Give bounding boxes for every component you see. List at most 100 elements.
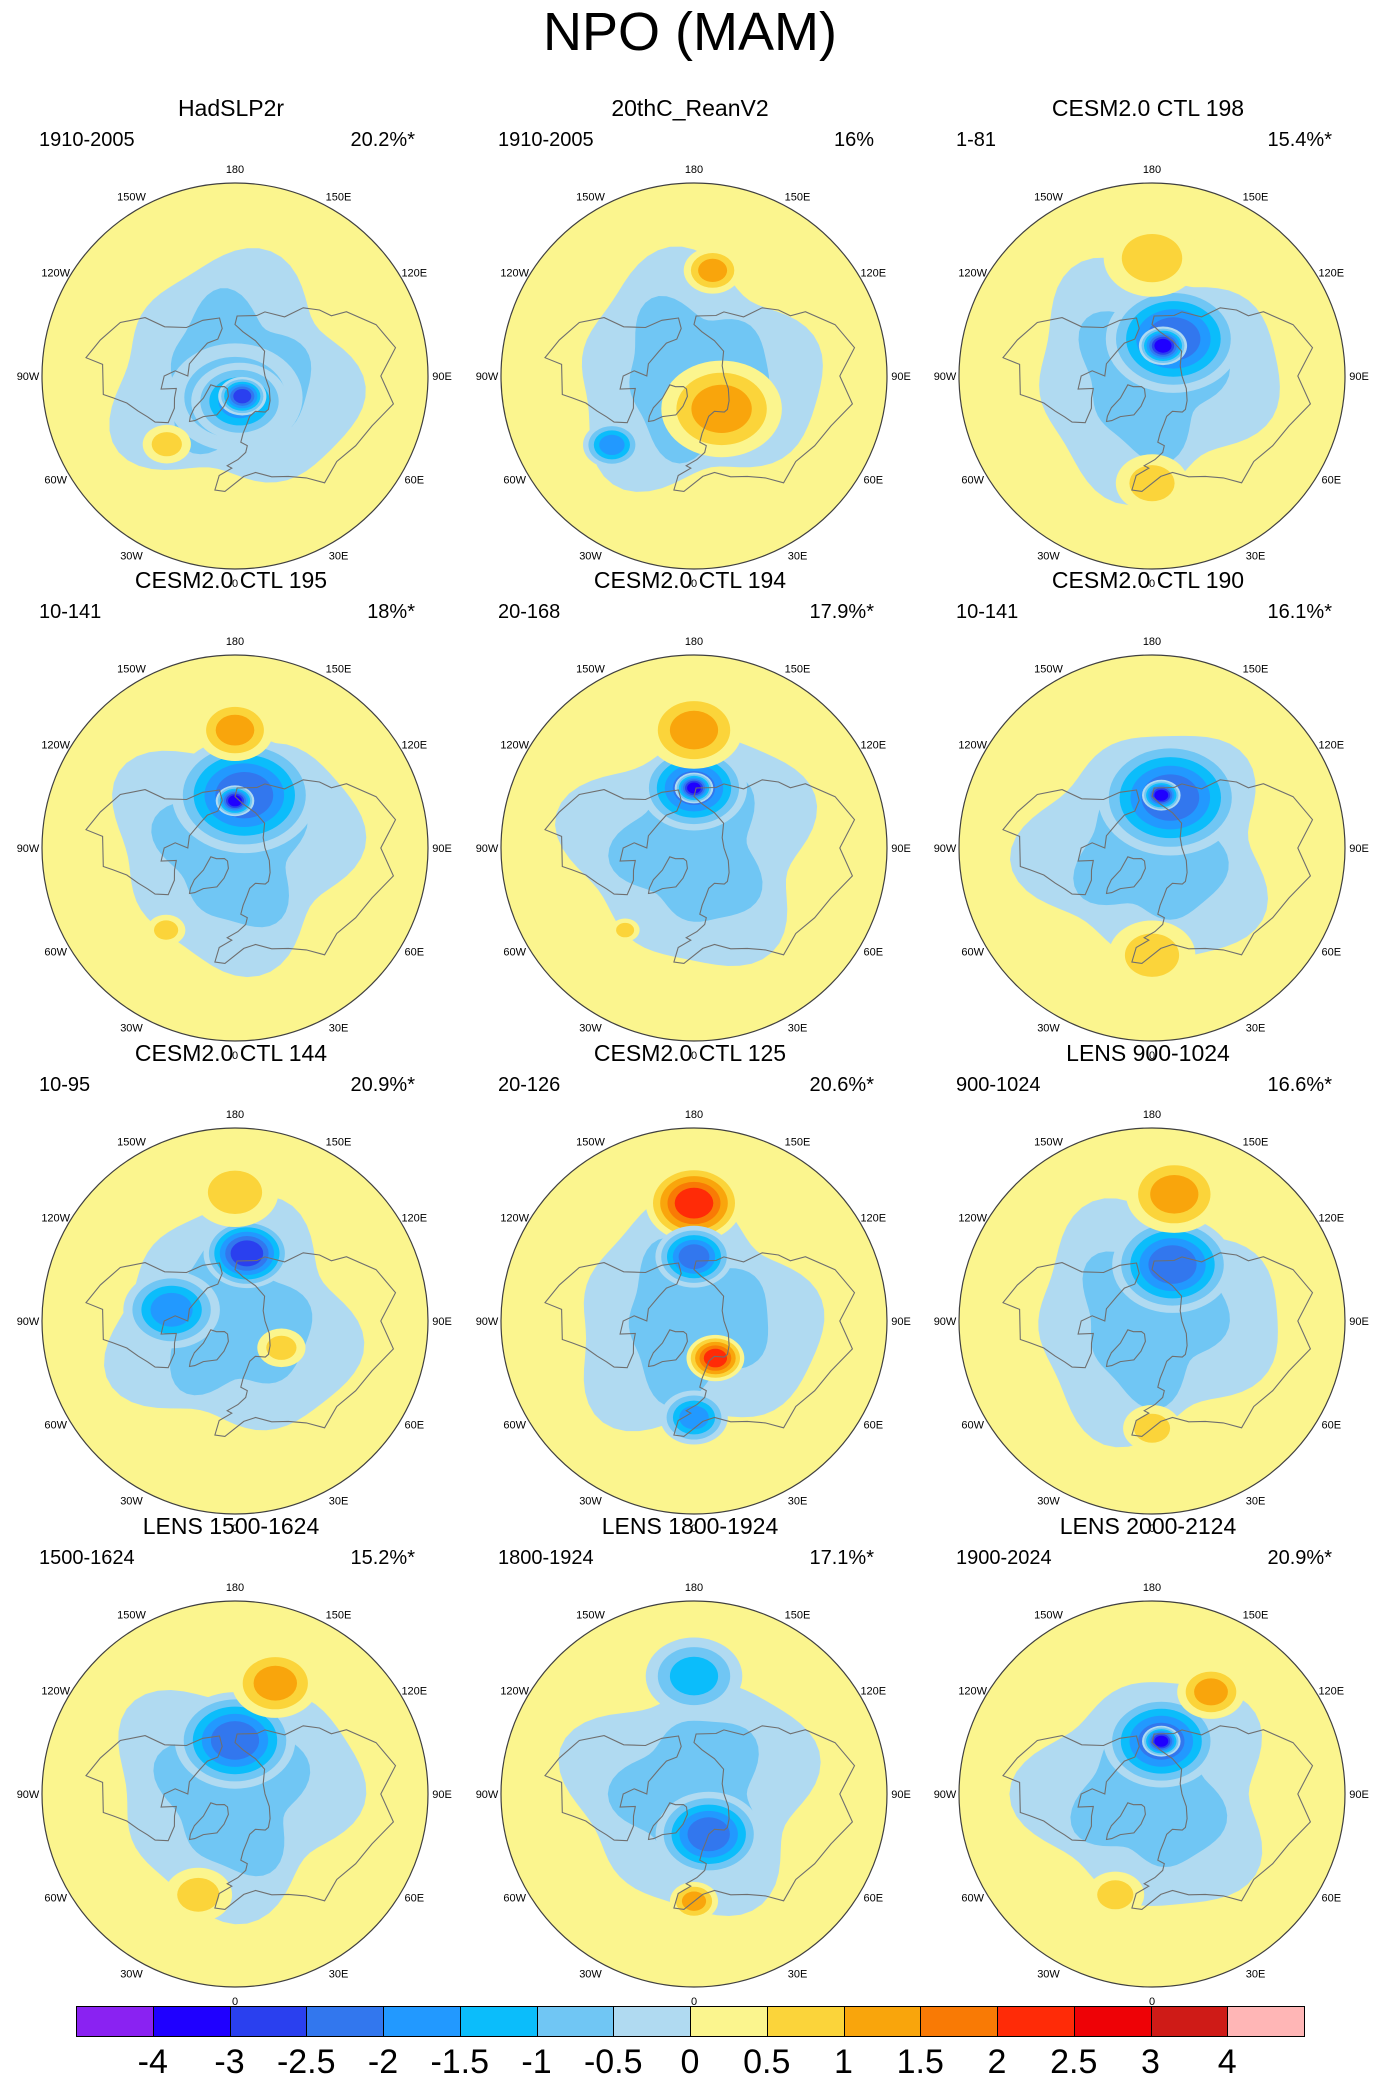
longitude-label: 180: [685, 1582, 703, 1594]
longitude-label: 60W: [503, 475, 526, 487]
longitude-label: 60W: [961, 475, 984, 487]
panel-title: CESM2.0 CTL 125: [593, 1040, 787, 1066]
colorbar-tick-label: -3: [214, 2043, 245, 2081]
coastline: [1131, 1252, 1314, 1437]
panel-title: LENS 2000-2124: [1059, 1513, 1237, 1539]
colorbar: [76, 2006, 1305, 2039]
colorbar-cell: [843, 2006, 922, 2037]
coastline: [85, 789, 223, 896]
coastline: [1131, 307, 1314, 492]
longitude-label: 150W: [117, 1137, 146, 1149]
anomaly-blob: [599, 434, 625, 455]
longitude-label: 180: [685, 1109, 703, 1121]
longitude-label: 150W: [117, 192, 146, 204]
panel-title: LENS 1500-1624: [142, 1513, 320, 1539]
longitude-label: 60E: [1322, 1420, 1342, 1432]
anomaly-blob: [266, 1335, 297, 1360]
panel-variance: 16.1%*: [1267, 601, 1333, 623]
longitude-label: 30E: [1246, 1495, 1266, 1507]
panel-period: 1-81: [956, 129, 997, 151]
coastline: [188, 384, 229, 423]
anomaly-blob: [207, 1170, 263, 1214]
longitude-label: 30E: [788, 550, 808, 562]
longitude-label: 0: [1149, 578, 1155, 590]
longitude-label: 30E: [1246, 1022, 1266, 1034]
longitude-label: 30W: [579, 1495, 602, 1507]
longitude-label: 120E: [1318, 1686, 1344, 1698]
longitude-label: 30W: [1037, 1495, 1060, 1507]
longitude-label: 90E: [891, 1789, 911, 1801]
anomaly-blob: [1150, 1175, 1199, 1214]
colorbar-cell: [229, 2006, 308, 2037]
map-panel: 180 150E 120E 90E 60E 30E 0 30W 60W 90W 120W 150W CE…: [1, 1039, 461, 1535]
longitude-label: 180: [1143, 164, 1161, 176]
coastline: [85, 317, 223, 424]
anomaly-blob: [679, 1405, 709, 1430]
coastline: [1105, 384, 1146, 423]
longitude-label: 90E: [891, 371, 911, 383]
panel-variance: 16.6%*: [1267, 1074, 1333, 1096]
polar-map: 180 150E 120E 90E 60E 30E 0 30W 60W 90W 120W 150W: [934, 1109, 1369, 1535]
panel-title: CESM2.0 CTL 144: [134, 1040, 328, 1066]
colorbar-tick-label: -1: [521, 2043, 552, 2081]
map-frame: [958, 182, 1346, 570]
longitude-label: 30W: [120, 1968, 143, 1980]
longitude-label: 180: [1143, 636, 1161, 648]
coastline: [673, 779, 856, 964]
longitude-label: 120W: [500, 740, 529, 752]
longitude-label: 150W: [576, 664, 605, 676]
coastline: [647, 1802, 688, 1841]
longitude-label: 120W: [500, 1213, 529, 1225]
colorbar-tick-label: 2: [987, 2043, 1007, 2081]
longitude-label: 30E: [329, 1968, 349, 1980]
coastline: [188, 1329, 229, 1368]
longitude-label: 150E: [326, 1137, 352, 1149]
longitude-label: 30E: [329, 550, 349, 562]
coastline: [1002, 789, 1140, 896]
longitude-label: 60E: [405, 475, 425, 487]
longitude-label: 90E: [891, 1316, 911, 1328]
map-panel: 180 150E 120E 90E 60E 30E 0 30W 60W 90W 120W 150W LE…: [460, 1512, 920, 2008]
polar-map: 180 150E 120E 90E 60E 30E 0 30W 60W 90W 120W 150W: [17, 636, 452, 1062]
longitude-label: 90E: [891, 843, 911, 855]
anomaly-blob: [691, 384, 752, 433]
panel-variance: 15.2%*: [350, 1547, 416, 1569]
longitude-label: 30E: [1246, 1968, 1266, 1980]
anomaly-blob: [1154, 1735, 1169, 1747]
colorbar-cell: [306, 2006, 384, 2037]
coastline: [1002, 317, 1140, 424]
longitude-label: 150W: [117, 664, 146, 676]
longitude-label: 60E: [1322, 1893, 1342, 1905]
map-panel: 180 150E 120E 90E 60E 30E 0 30W 60W 90W 120W 150W CE…: [460, 1039, 920, 1535]
panel-variance: 18%*: [367, 601, 415, 623]
longitude-label: 30W: [579, 1968, 602, 1980]
panel-title: 20thC_ReanV2: [611, 95, 769, 121]
anomaly-blob: [1154, 338, 1172, 353]
coastline: [544, 317, 682, 424]
colorbar-tick-label: 2.5: [1050, 2043, 1098, 2081]
panel-title: LENS 900-1024: [1066, 1040, 1230, 1066]
longitude-label: 120W: [41, 1686, 70, 1698]
longitude-label: 0: [691, 1050, 697, 1062]
longitude-label: 120E: [1318, 1213, 1344, 1225]
panel-variance: 20.9%*: [1267, 1547, 1333, 1569]
longitude-label: 90E: [432, 1789, 452, 1801]
longitude-label: 180: [226, 1109, 244, 1121]
longitude-label: 150E: [1243, 1610, 1269, 1622]
longitude-label: 90E: [1349, 1789, 1369, 1801]
longitude-label: 0: [691, 1996, 697, 2008]
colorbar-cell: [690, 2006, 768, 2037]
longitude-label: 180: [226, 1582, 244, 1594]
colorbar-cell: [613, 2006, 691, 2037]
anomaly-blob: [1154, 789, 1169, 801]
map-panel: 180 150E 120E 90E 60E 30E 0 30W 60W 90W 120W 150W Ha…: [1, 94, 461, 590]
longitude-label: 60W: [961, 1893, 984, 1905]
longitude-label: 120E: [401, 268, 427, 280]
colorbar-tick-label: 1: [834, 2043, 853, 2081]
longitude-label: 150E: [785, 1137, 811, 1149]
coastline: [214, 779, 397, 964]
longitude-label: 120W: [958, 1213, 987, 1225]
longitude-label: 120W: [41, 268, 70, 280]
map-panel: 180 150E 120E 90E 60E 30E 0 30W 60W 90W 120W 150W CE…: [918, 566, 1378, 1062]
panel-period: 20-126: [498, 1074, 561, 1096]
